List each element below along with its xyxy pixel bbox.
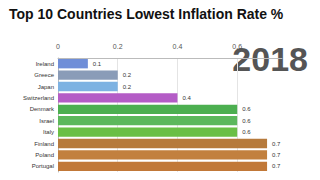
svg-text:0.6: 0.6 xyxy=(232,43,242,50)
svg-text:0.4: 0.4 xyxy=(173,43,183,50)
svg-text:0.6: 0.6 xyxy=(242,118,251,124)
svg-text:Poland: Poland xyxy=(35,152,54,158)
svg-text:Greece: Greece xyxy=(34,72,54,78)
svg-text:0.6: 0.6 xyxy=(242,106,251,112)
svg-text:0.7: 0.7 xyxy=(272,141,281,147)
svg-text:0.7: 0.7 xyxy=(272,163,281,169)
svg-text:0.2: 0.2 xyxy=(123,84,132,90)
svg-text:0.1: 0.1 xyxy=(93,61,102,67)
svg-text:Italy: Italy xyxy=(43,129,54,135)
svg-text:0.2: 0.2 xyxy=(113,43,123,50)
svg-text:0.4: 0.4 xyxy=(182,95,191,101)
svg-text:0.2: 0.2 xyxy=(123,72,132,78)
svg-text:0.7: 0.7 xyxy=(272,152,281,158)
svg-text:0: 0 xyxy=(56,43,60,50)
svg-text:0.6: 0.6 xyxy=(242,129,251,135)
svg-text:Portugal: Portugal xyxy=(32,163,54,169)
svg-text:Ireland: Ireland xyxy=(36,61,54,67)
svg-text:2018: 2018 xyxy=(232,40,308,78)
svg-text:Finland: Finland xyxy=(34,141,54,147)
svg-text:Switzerland: Switzerland xyxy=(23,95,54,101)
svg-text:Israel: Israel xyxy=(39,118,54,124)
svg-text:Denmark: Denmark xyxy=(30,106,55,112)
svg-text:Top 10 Countries Lowest Inflat: Top 10 Countries Lowest Inflation Rate % xyxy=(9,6,284,22)
svg-text:Japan: Japan xyxy=(38,84,54,90)
